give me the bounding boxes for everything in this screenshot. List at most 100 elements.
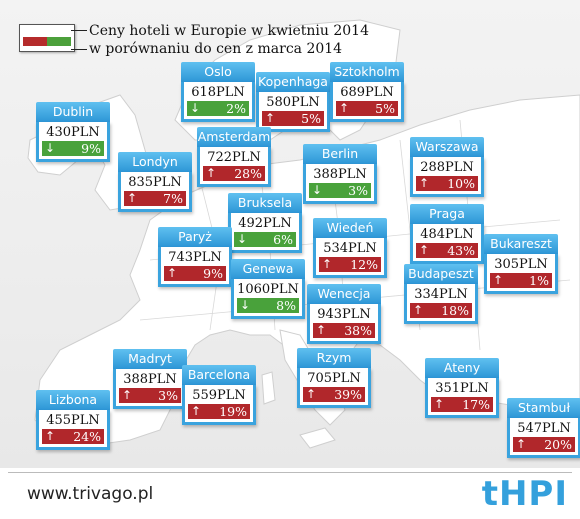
city-price: 743PLN	[168, 250, 222, 265]
city-change: ↑ 28%	[203, 166, 265, 181]
city-ateny: Ateny 351PLN ↑ 17%	[425, 358, 499, 418]
city-change: ↑ 20%	[513, 437, 575, 452]
city-amsterdam: Amsterdam 722PLN ↑ 28%	[197, 127, 271, 187]
city-name: Lizbona	[36, 390, 110, 410]
trend-arrow-icon: ↑	[339, 101, 350, 115]
city-oslo: Oslo 618PLN ↓ 2%	[181, 62, 255, 122]
city-change: ↑ 10%	[416, 176, 478, 191]
city-dublin: Dublin 430PLN ↓ 9%	[36, 102, 110, 162]
trend-arrow-icon: ↑	[419, 243, 430, 257]
city-price: 1060PLN	[237, 282, 299, 297]
trend-arrow-icon: ↑	[167, 266, 178, 280]
city-sztokholm: Sztokholm 689PLN ↑ 5%	[330, 62, 404, 122]
city-bruksela: Bruksela 492PLN ↓ 6%	[228, 193, 302, 253]
legend-color-key	[19, 24, 75, 52]
legend-title: Ceny hoteli w Europie w kwietniu 2014	[89, 23, 369, 39]
city-lizbona: Lizbona 455PLN ↑ 24%	[36, 390, 110, 450]
city-name: Londyn	[118, 152, 192, 172]
city-price: 388PLN	[123, 372, 177, 387]
city-change: ↑ 7%	[124, 191, 186, 206]
legend: Ceny hoteli w Europie w kwietniu 2014 w …	[19, 19, 389, 63]
city-price: 388PLN	[313, 167, 367, 182]
city-change: ↓ 3%	[309, 183, 371, 198]
city-change: ↑ 19%	[188, 404, 250, 419]
brand-logo: tHPI	[481, 474, 568, 514]
city-price: 334PLN	[414, 287, 468, 302]
city-price: 430PLN	[46, 125, 100, 140]
city-name: Dublin	[36, 102, 110, 122]
trend-arrow-icon: ↑	[434, 397, 445, 411]
trend-arrow-icon: ↑	[265, 111, 276, 125]
legend-subtitle: w porównaniu do cen z marca 2014	[89, 41, 343, 57]
city-name: Sztokholm	[330, 62, 404, 82]
city-change: ↑ 3%	[119, 388, 181, 403]
city-change: ↑ 17%	[431, 397, 493, 412]
city-barcelona: Barcelona 559PLN ↑ 19%	[182, 365, 256, 425]
city-change: ↓ 8%	[237, 298, 299, 313]
trend-arrow-icon: ↑	[516, 437, 527, 451]
city-berlin: Berlin 388PLN ↓ 3%	[303, 144, 377, 204]
city-change: ↓ 2%	[187, 101, 249, 116]
city-price: 943PLN	[317, 307, 371, 322]
trend-arrow-icon: ↑	[122, 388, 133, 402]
city-price: 835PLN	[128, 175, 182, 190]
trend-arrow-icon: ↑	[322, 257, 333, 271]
city-name: Ateny	[425, 358, 499, 378]
city-name: Wenecja	[307, 284, 381, 304]
city-change: ↑ 38%	[313, 323, 375, 338]
city-change: ↑ 39%	[303, 387, 365, 402]
trend-arrow-icon: ↑	[306, 387, 317, 401]
city-budapeszt: Budapeszt 334PLN ↑ 18%	[404, 264, 478, 324]
city-wenecja: Wenecja 943PLN ↑ 38%	[307, 284, 381, 344]
city-name: Budapeszt	[404, 264, 478, 284]
city-price: 580PLN	[266, 95, 320, 110]
city-change: ↑ 24%	[42, 429, 104, 444]
city-name: Rzym	[297, 348, 371, 368]
city-change: ↑ 18%	[410, 303, 472, 318]
trend-arrow-icon: ↑	[206, 166, 217, 180]
city-price: 722PLN	[207, 150, 261, 165]
city-praga: Praga 484PLN ↑ 43%	[410, 204, 484, 264]
city-price: 534PLN	[323, 241, 377, 256]
legend-connector	[71, 49, 87, 50]
trend-arrow-icon: ↓	[312, 183, 323, 197]
city-kopenhaga: Kopenhaga 580PLN ↑ 5%	[256, 72, 330, 132]
city-price: 305PLN	[494, 257, 548, 272]
legend-connector	[71, 30, 87, 31]
city-change: ↑ 1%	[490, 273, 552, 288]
city-price: 689PLN	[340, 85, 394, 100]
trend-arrow-icon: ↑	[316, 323, 327, 337]
city-price: 618PLN	[191, 85, 245, 100]
city-londyn: Londyn 835PLN ↑ 7%	[118, 152, 192, 212]
city-change: ↓ 6%	[234, 232, 296, 247]
city-name: Kopenhaga	[256, 72, 330, 92]
city-price: 484PLN	[420, 227, 474, 242]
city-price: 559PLN	[192, 388, 246, 403]
city-name: Madryt	[113, 349, 187, 369]
trend-arrow-icon: ↑	[413, 303, 424, 317]
city-change: ↑ 9%	[164, 266, 226, 281]
sardinia-landmass	[261, 371, 276, 405]
city-name: Oslo	[181, 62, 255, 82]
trend-arrow-icon: ↑	[191, 404, 202, 418]
city-genewa: Genewa 1060PLN ↓ 8%	[231, 259, 305, 319]
city-name: Paryż	[158, 227, 232, 247]
trend-arrow-icon: ↓	[240, 298, 251, 312]
city-paryz: Paryż 743PLN ↑ 9%	[158, 227, 232, 287]
city-price: 288PLN	[420, 160, 474, 175]
legend-down-swatch	[47, 37, 71, 46]
trend-arrow-icon: ↓	[190, 101, 201, 115]
city-change: ↑ 5%	[262, 111, 324, 126]
city-name: Genewa	[231, 259, 305, 279]
city-name: Praga	[410, 204, 484, 224]
city-price: 492PLN	[238, 216, 292, 231]
city-warszawa: Warszawa 288PLN ↑ 10%	[410, 137, 484, 197]
city-change: ↓ 9%	[42, 141, 104, 156]
legend-up-swatch	[23, 37, 47, 46]
city-wieden: Wiedeń 534PLN ↑ 12%	[313, 218, 387, 278]
trend-arrow-icon: ↓	[237, 232, 248, 246]
city-name: Bruksela	[228, 193, 302, 213]
city-name: Wiedeń	[313, 218, 387, 238]
city-madryt: Madryt 388PLN ↑ 3%	[113, 349, 187, 409]
